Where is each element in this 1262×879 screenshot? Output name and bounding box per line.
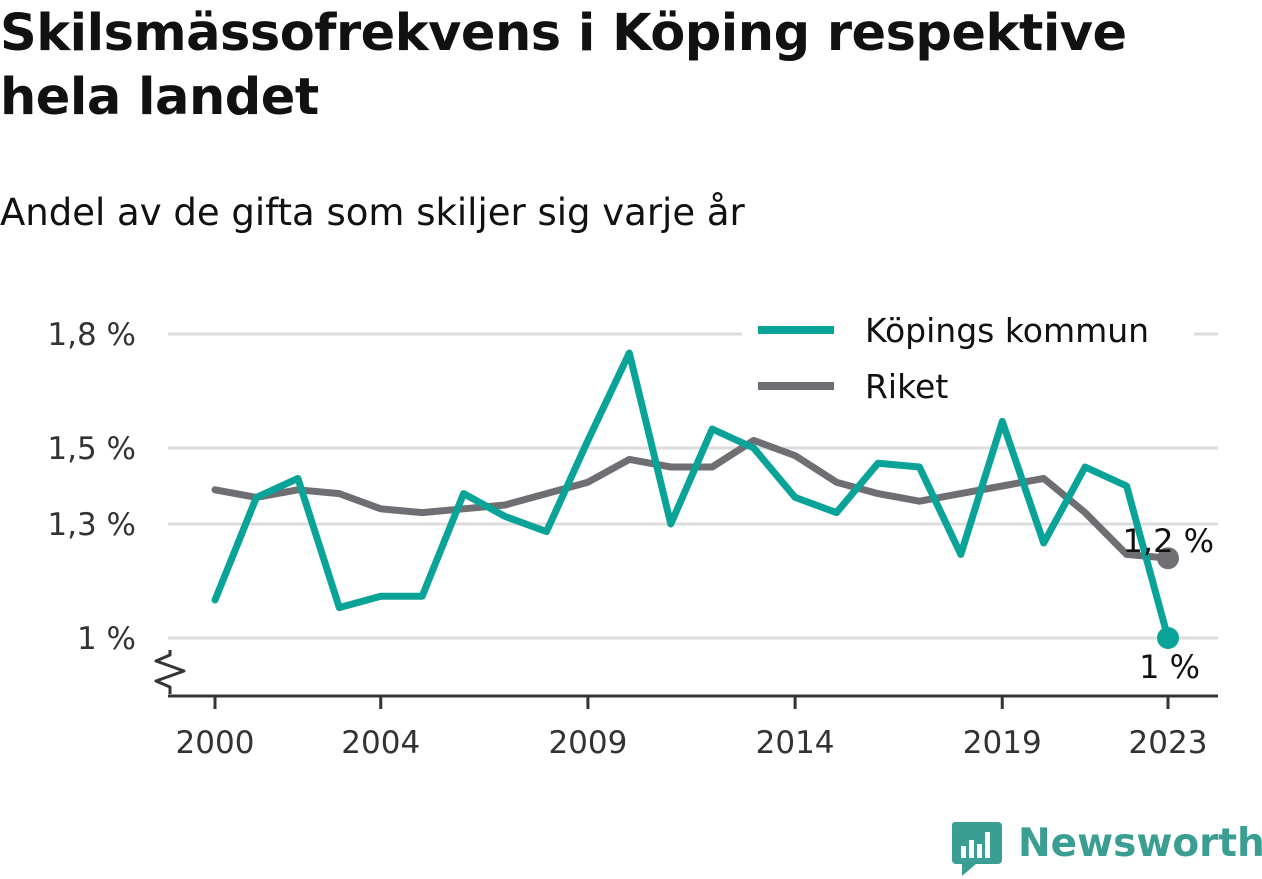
y-tick-label: 1,5 %	[47, 431, 136, 467]
legend-label: Riket	[865, 367, 948, 406]
series-lines	[211, 349, 1179, 649]
brand-name: Newsworthy	[1018, 821, 1262, 866]
end-label-riket: 1,2 %	[1123, 522, 1214, 560]
y-tick-label: 1,8 %	[47, 317, 136, 353]
x-axis-ticks: 2000 2004 2009 2014 2019 2023	[176, 696, 1208, 761]
x-tick-label: 2019	[963, 725, 1042, 761]
series-line	[211, 349, 1172, 642]
legend-background	[742, 305, 1194, 417]
legend-label: Köpings kommun	[865, 311, 1149, 350]
legend: Köpings kommun Riket	[742, 305, 1194, 417]
x-tick-label: 2009	[548, 725, 627, 761]
axis-break-icon	[154, 650, 186, 694]
x-tick-label: 2023	[1129, 725, 1208, 761]
x-axis	[154, 650, 1218, 698]
chart-title: Skilsmässofrekvens i Köping respektive h…	[0, 4, 1127, 127]
y-tick-label: 1 %	[77, 621, 136, 657]
x-tick-label: 2004	[341, 725, 420, 761]
series-end-point	[1157, 547, 1179, 570]
y-axis-ticks: 1 % 1,3 % 1,5 % 1,8 %	[47, 317, 136, 657]
line-chart: 1 %1,3 %1,5 %1,8 % 2000 2004 2009 2014 2019 2…	[47, 305, 1218, 761]
series-line	[211, 436, 1172, 562]
chart-subtitle: Andel av de gifta som skiljer sig varje …	[0, 191, 745, 234]
newsworthy-brand: Newsworthy	[950, 818, 1262, 876]
end-labels: 1,2 % 1 %	[1123, 522, 1214, 686]
series-end-point	[1157, 627, 1179, 649]
end-label-kommun: 1 %	[1139, 648, 1200, 686]
x-tick-label: 2014	[756, 725, 835, 761]
newsworthy-logo-icon	[951, 822, 1002, 876]
x-tick-label: 2000	[176, 725, 255, 761]
y-tick-label: 1,3 %	[47, 507, 136, 543]
